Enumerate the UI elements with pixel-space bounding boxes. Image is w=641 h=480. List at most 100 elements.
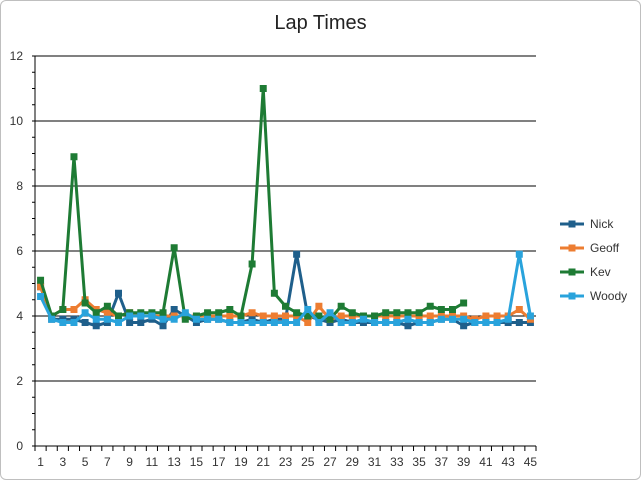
data-point-woody [515, 250, 523, 258]
data-point-nick [137, 319, 145, 326]
data-point-kev [237, 312, 245, 320]
x-tick-label: 41 [479, 455, 493, 469]
data-point-kev [315, 312, 323, 320]
gridlines [35, 55, 536, 382]
data-point-woody [348, 319, 356, 326]
legend-item-kev: Kev [560, 265, 611, 279]
data-point-kev [449, 306, 456, 313]
data-point-woody [315, 319, 323, 326]
data-point-woody [426, 319, 434, 326]
data-point-kev [37, 276, 45, 284]
data-point-kev [437, 306, 445, 313]
data-point-woody [148, 312, 156, 320]
data-point-nick [81, 319, 89, 326]
data-point-geoff [259, 312, 267, 320]
data-point-nick [515, 319, 523, 326]
x-tick-label: 19 [234, 455, 248, 469]
x-tick-label: 25 [301, 455, 315, 469]
data-point-woody [359, 315, 367, 323]
x-tick-label: 23 [279, 455, 293, 469]
legend-swatch-marker [568, 220, 576, 228]
legend-item-woody: Woody [560, 289, 627, 303]
y-tick-label: 6 [16, 244, 23, 258]
data-point-kev [181, 315, 189, 323]
data-point-woody [204, 315, 212, 323]
data-point-woody [248, 319, 256, 326]
data-point-kev [304, 312, 312, 320]
data-point-woody [137, 312, 145, 320]
data-point-geoff [37, 283, 45, 291]
data-point-woody [293, 319, 301, 326]
data-point-kev [170, 244, 178, 252]
data-point-nick [159, 322, 167, 330]
data-point-kev [326, 315, 334, 323]
legend-swatch-marker [568, 268, 576, 276]
data-point-geoff [226, 312, 234, 320]
data-point-kev [215, 309, 223, 317]
data-point-kev [282, 302, 289, 310]
legend-item-nick: Nick [560, 217, 614, 231]
data-point-geoff [426, 312, 434, 320]
data-point-woody [282, 319, 289, 326]
x-tick-label: 45 [524, 455, 538, 469]
x-tick-label: 37 [435, 455, 449, 469]
data-point-kev [337, 302, 345, 310]
legend: Nick Geoff Kev Woody [560, 217, 627, 303]
y-tick-label: 4 [16, 309, 23, 323]
data-point-woody [115, 319, 122, 326]
data-point-kev [81, 299, 89, 307]
data-point-kev [103, 302, 111, 310]
legend-item-geoff: Geoff [560, 241, 620, 255]
data-point-woody [181, 309, 189, 317]
x-tick-label: 5 [82, 455, 89, 469]
x-tick-label: 31 [368, 455, 382, 469]
x-tick-label: 11 [146, 455, 159, 469]
series-line-kev [39, 87, 465, 321]
data-point-woody [371, 319, 379, 326]
data-point-woody [192, 315, 200, 323]
series-lines [37, 85, 534, 330]
data-point-woody [393, 319, 401, 326]
x-tick-label: 21 [257, 455, 271, 469]
x-tick-label: 1 [37, 455, 44, 469]
data-point-woody [59, 319, 67, 326]
data-point-geoff [515, 306, 523, 313]
data-point-kev [382, 309, 390, 317]
data-point-woody [326, 309, 334, 317]
legend-label: Woody [590, 289, 627, 303]
x-tick-label: 43 [501, 455, 515, 469]
data-point-geoff [248, 309, 256, 317]
chart-title: Lap Times [274, 12, 367, 34]
data-point-nick [92, 322, 100, 330]
data-point-kev [393, 309, 401, 317]
data-point-woody [337, 319, 345, 326]
data-point-kev [92, 309, 100, 317]
legend-label: Kev [590, 265, 611, 279]
data-point-woody [159, 315, 167, 323]
data-point-geoff [282, 312, 289, 320]
data-point-woody [48, 315, 56, 323]
data-point-kev [404, 309, 412, 317]
data-point-woody [382, 319, 390, 326]
data-point-woody [126, 312, 134, 320]
x-tick-label: 17 [212, 455, 226, 469]
data-point-woody [170, 315, 178, 323]
x-tick-label: 33 [390, 455, 404, 469]
legend-swatch-marker [568, 292, 576, 300]
data-point-woody [493, 319, 501, 326]
data-point-kev [70, 153, 78, 161]
data-point-woody [37, 293, 45, 300]
data-point-geoff [493, 312, 501, 320]
data-point-geoff [304, 319, 312, 326]
data-point-geoff [270, 312, 278, 320]
x-tick-label: 39 [457, 455, 471, 469]
data-point-geoff [103, 309, 111, 317]
x-tick-label: 15 [190, 455, 204, 469]
data-point-kev [270, 289, 278, 297]
data-point-kev [348, 309, 356, 317]
data-point-woody [92, 315, 100, 323]
data-point-geoff [315, 302, 323, 310]
data-point-kev [248, 260, 256, 268]
y-tick-label: 0 [16, 439, 23, 453]
